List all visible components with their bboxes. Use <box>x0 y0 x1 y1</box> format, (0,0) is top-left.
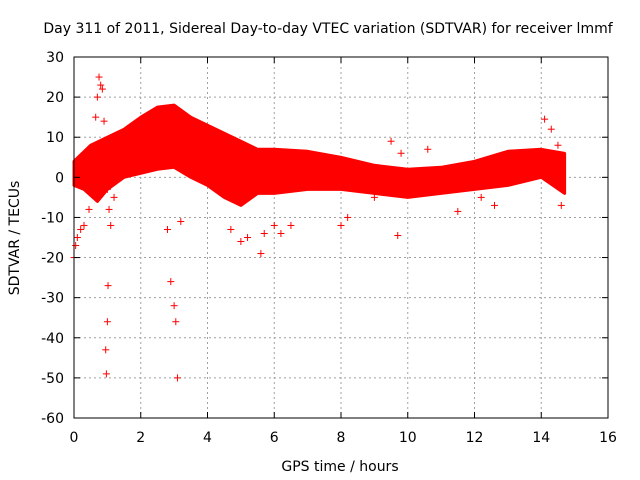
x-tick-label: 10 <box>399 430 417 446</box>
data-point <box>454 207 462 215</box>
y-axis-label: SDTVAR / TECUs <box>7 181 23 296</box>
data-point <box>227 225 235 233</box>
data-point <box>424 145 432 153</box>
data-point <box>97 81 105 89</box>
data-point <box>110 193 118 201</box>
data-point <box>277 229 285 237</box>
y-tick-label: -50 <box>41 371 64 387</box>
data-point <box>344 213 352 221</box>
data-point <box>95 73 103 81</box>
data-point <box>244 234 252 241</box>
data-point <box>270 221 278 229</box>
x-axis-label: GPS time / hours <box>281 459 398 475</box>
data-point <box>337 221 345 229</box>
data-point <box>170 302 178 310</box>
data-point <box>237 238 245 246</box>
data-point <box>172 318 180 326</box>
data-point <box>387 137 395 145</box>
x-tick-label: 4 <box>203 430 212 446</box>
x-axis-ticks: 0 2 4 6 8 10 12 14 16 <box>70 57 617 446</box>
data-point <box>88 153 96 161</box>
data-point <box>397 149 405 157</box>
data-band <box>72 103 567 207</box>
data-point <box>370 193 378 201</box>
data-point <box>80 221 88 229</box>
grid <box>74 57 608 418</box>
data-point <box>102 153 110 161</box>
y-tick-label: 20 <box>46 90 64 106</box>
data-point <box>92 113 100 121</box>
data-point <box>547 125 555 133</box>
data-point <box>102 370 110 378</box>
data-point <box>93 93 101 101</box>
x-tick-label: 14 <box>532 430 550 446</box>
y-tick-label: 30 <box>46 50 64 66</box>
data-point <box>98 85 106 93</box>
y-tick-label: 10 <box>46 130 64 146</box>
data-point <box>77 225 85 233</box>
y-tick-label: -20 <box>41 251 64 267</box>
data-point <box>491 201 499 209</box>
data-point <box>102 346 110 354</box>
data-point <box>394 231 402 239</box>
x-tick-label: 12 <box>466 430 484 446</box>
data-point <box>157 153 165 161</box>
x-tick-label: 8 <box>337 430 346 446</box>
data-band-area <box>72 103 567 207</box>
data-point <box>105 205 113 213</box>
data-point <box>103 185 111 193</box>
data-point <box>85 205 93 213</box>
y-tick-label: -10 <box>41 210 64 226</box>
x-tick-label: 16 <box>599 430 617 446</box>
data-point <box>167 278 175 286</box>
data-point <box>173 374 181 382</box>
data-point <box>177 217 185 225</box>
chart-title: Day 311 of 2011, Sidereal Day-to-day VTE… <box>43 21 613 37</box>
data-points <box>70 73 565 382</box>
data-point <box>163 225 171 233</box>
y-tick-label: -30 <box>41 291 64 307</box>
data-point <box>257 250 265 258</box>
data-point <box>103 318 111 326</box>
y-axis-ticks: -60 -50 -40 -30 -20 -10 0 10 20 30 <box>41 50 608 427</box>
data-point <box>541 115 549 123</box>
data-point <box>72 242 80 250</box>
data-point <box>287 221 295 229</box>
x-tick-label: 6 <box>270 430 279 446</box>
y-tick-label: 0 <box>55 170 64 186</box>
y-tick-label: -40 <box>41 331 64 347</box>
data-point <box>557 201 565 209</box>
data-point <box>554 141 562 149</box>
x-tick-label: 0 <box>70 430 79 446</box>
data-point <box>107 221 115 229</box>
data-point <box>100 117 108 125</box>
data-point <box>73 234 81 241</box>
data-point <box>477 193 485 201</box>
data-point <box>104 282 112 290</box>
y-tick-label: -60 <box>41 411 64 427</box>
data-point <box>260 229 268 237</box>
x-tick-label: 2 <box>136 430 145 446</box>
